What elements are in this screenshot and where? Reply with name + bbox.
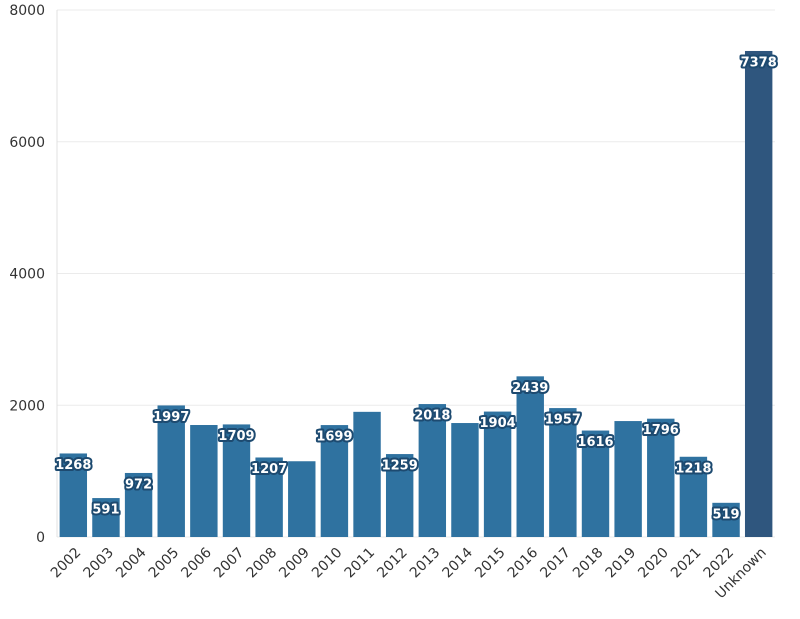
x-tick-label: 2020 <box>635 545 672 582</box>
bar <box>418 404 447 537</box>
bar <box>353 411 381 537</box>
bar <box>451 423 479 537</box>
x-tick-label: 2018 <box>570 545 607 582</box>
x-tick-label: 2010 <box>309 545 346 582</box>
x-tick-label: 2006 <box>178 545 215 582</box>
x-tick-label: 2012 <box>374 545 411 582</box>
bar <box>222 424 251 537</box>
value-label: 1268 <box>55 458 91 473</box>
bar <box>255 457 283 537</box>
bar <box>712 502 740 537</box>
value-label: 972 <box>125 477 152 492</box>
x-tick-label: 2008 <box>244 545 281 582</box>
value-label: 1259 <box>382 459 418 474</box>
y-tick-label: 8000 <box>9 3 45 19</box>
x-tick-label: 2013 <box>407 545 444 582</box>
y-tick-label: 2000 <box>9 398 45 414</box>
value-label: 1957 <box>545 413 581 428</box>
value-label: 1616 <box>577 435 613 450</box>
bar <box>59 453 88 537</box>
y-tick-label: 4000 <box>9 267 45 283</box>
bar <box>549 408 577 537</box>
x-tick-label: 2009 <box>276 545 313 582</box>
value-label: 1699 <box>316 430 352 445</box>
value-label: 519 <box>712 507 739 522</box>
x-tick-label: 2021 <box>668 545 705 582</box>
y-tick-label: 0 <box>36 530 45 546</box>
x-tick-label: 2014 <box>440 545 477 582</box>
x-tick-label: 2005 <box>146 545 183 582</box>
bar <box>157 405 185 537</box>
bar <box>647 418 675 537</box>
value-label: 1997 <box>153 410 189 425</box>
x-tick-label: 2019 <box>603 545 640 582</box>
bar <box>516 376 544 537</box>
bar <box>124 472 153 537</box>
value-label: 591 <box>92 503 119 518</box>
bar <box>190 425 218 537</box>
value-label: 1709 <box>218 429 254 444</box>
x-tick-label: 2002 <box>48 545 85 582</box>
x-tick-label: 2016 <box>505 545 542 582</box>
x-tick-label: 2015 <box>472 545 509 582</box>
bar <box>581 430 610 537</box>
bar <box>288 461 316 537</box>
value-label: 2439 <box>512 381 548 396</box>
x-tick-label: 2007 <box>211 545 248 582</box>
value-label: 2018 <box>414 409 450 424</box>
value-label: 1904 <box>479 416 515 431</box>
value-label: 1796 <box>643 423 679 438</box>
x-tick-label: 2004 <box>113 545 150 582</box>
bar <box>483 411 512 537</box>
bar <box>385 454 414 537</box>
x-tick-label: 2017 <box>537 545 574 582</box>
value-label: 1207 <box>251 462 287 477</box>
bar <box>679 456 708 537</box>
y-tick-label: 6000 <box>9 135 45 151</box>
x-tick-label: 2011 <box>342 545 379 582</box>
value-label: 1218 <box>675 461 711 476</box>
bar <box>320 425 349 537</box>
value-label: 7378 <box>741 55 777 70</box>
x-tick-label: 2003 <box>81 545 118 582</box>
bar <box>614 421 642 537</box>
bar <box>744 50 773 538</box>
bar <box>92 498 120 537</box>
